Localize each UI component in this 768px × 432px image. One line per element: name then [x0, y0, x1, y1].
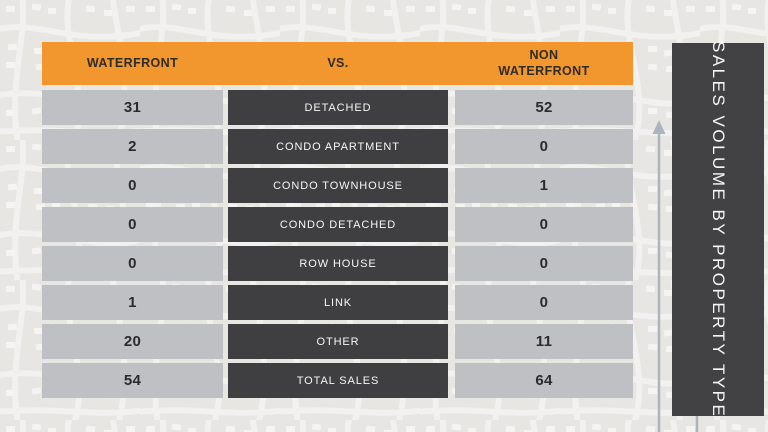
category-cell: CONDO DETACHED — [228, 207, 448, 242]
header-cell-vs: VS. — [327, 55, 349, 70]
category-cell: CONDO TOWNHOUSE — [228, 168, 448, 203]
table-header-row: WATERFRONT VS. NON WATERFRONT — [42, 42, 633, 85]
table-row: 20 OTHER 11 — [42, 324, 633, 359]
non-waterfront-value-cell: 1 — [455, 168, 633, 203]
sales-table: WATERFRONT VS. NON WATERFRONT 31 DETACHE… — [42, 42, 633, 398]
category-cell: DETACHED — [228, 90, 448, 125]
waterfront-value-cell: 20 — [42, 324, 223, 359]
non-waterfront-value-cell: 52 — [455, 90, 633, 125]
category-cell: ROW HOUSE — [228, 246, 448, 281]
table-row: 0 ROW HOUSE 0 — [42, 246, 633, 281]
table-row: 0 CONDO TOWNHOUSE 1 — [42, 168, 633, 203]
header-cell-waterfront: WATERFRONT — [86, 55, 179, 70]
banner-title: SALES VOLUME BY PROPERTY TYPE — [709, 40, 728, 419]
table-row: 2 CONDO APARTMENT 0 — [42, 129, 633, 164]
non-waterfront-value-cell: 11 — [455, 324, 633, 359]
category-cell: LINK — [228, 285, 448, 320]
category-cell: CONDO APARTMENT — [228, 129, 448, 164]
non-waterfront-value-cell: 0 — [455, 129, 633, 164]
waterfront-value-cell: 0 — [42, 207, 223, 242]
non-waterfront-value-cell: 0 — [455, 246, 633, 281]
vertical-title-banner: SALES VOLUME BY PROPERTY TYPE — [672, 40, 764, 419]
non-waterfront-value-cell: 0 — [455, 285, 633, 320]
waterfront-value-cell: 54 — [42, 363, 223, 398]
waterfront-value-cell: 0 — [42, 246, 223, 281]
category-cell: OTHER — [228, 324, 448, 359]
non-waterfront-value-cell: 64 — [455, 363, 633, 398]
waterfront-value-cell: 0 — [42, 168, 223, 203]
category-cell: TOTAL SALES — [228, 363, 448, 398]
table-row: 54 TOTAL SALES 64 — [42, 363, 633, 398]
table-row: 1 LINK 0 — [42, 285, 633, 320]
header-cell-non-waterfront: NON WATERFRONT — [498, 47, 590, 78]
waterfront-value-cell: 31 — [42, 90, 223, 125]
table-row: 0 CONDO DETACHED 0 — [42, 207, 633, 242]
table-row: 31 DETACHED 52 — [42, 90, 633, 125]
waterfront-value-cell: 1 — [42, 285, 223, 320]
non-waterfront-value-cell: 0 — [455, 207, 633, 242]
waterfront-value-cell: 2 — [42, 129, 223, 164]
